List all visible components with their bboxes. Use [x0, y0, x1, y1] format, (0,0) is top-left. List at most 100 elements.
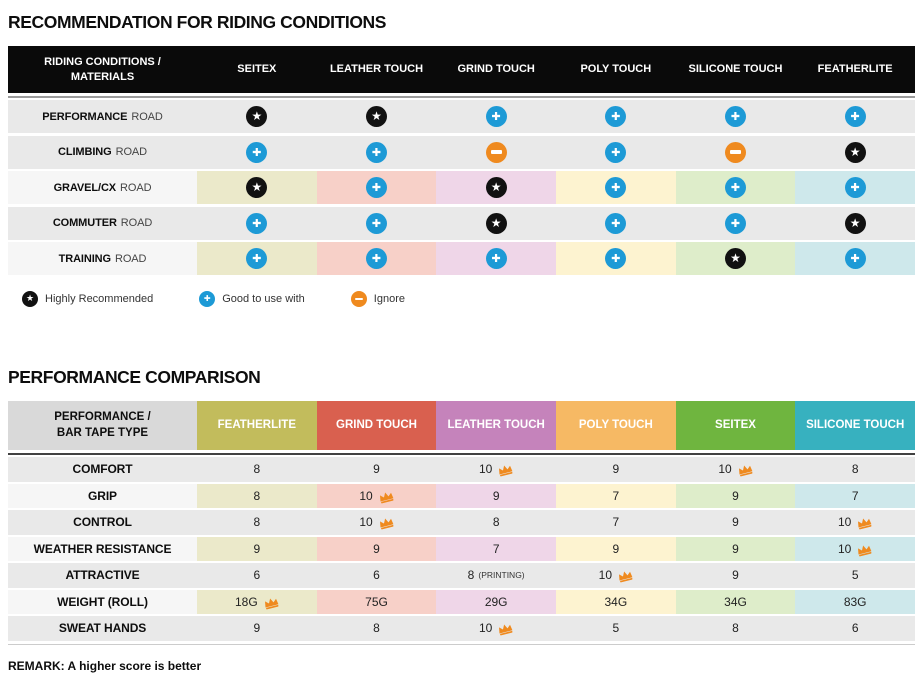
score-value: 5 [851, 568, 859, 583]
score-value: 9 [732, 488, 739, 503]
table-row-grip: GRIP 8 10 9 7 9 7 [8, 483, 915, 508]
score-value: 10 [478, 621, 493, 636]
row-label: PERFORMANCE ROAD [8, 100, 197, 133]
minus-icon [485, 141, 507, 163]
corner-line2: MATERIALS [70, 70, 135, 83]
score-value: 9 [732, 541, 739, 556]
score-value: 9 [612, 541, 620, 556]
score-value: 10 [359, 515, 373, 530]
column-header-leather-touch: LEATHER TOUCH [436, 401, 556, 450]
rating-cell [197, 171, 317, 204]
rating-cell [555, 171, 676, 204]
crown-icon [619, 571, 633, 583]
rating-cell [795, 171, 915, 204]
condition-name: PERFORMANCE [42, 110, 128, 123]
rating-cell [197, 100, 317, 133]
rating-cell [675, 135, 796, 169]
row-label: WEIGHT (ROLL) [8, 589, 197, 614]
rating-cell [316, 206, 437, 240]
table-row-weight-roll: WEIGHT (ROLL) 18G 75G 29G 34G 34G 83G [8, 589, 915, 614]
score-cell: 8 [197, 483, 317, 508]
score-cell: 10 [316, 510, 437, 535]
score-cell: 8 [197, 457, 317, 482]
table-row-sweat-hands: SWEAT HANDS 9 8 10 5 8 6 [8, 616, 915, 641]
rating-cell [436, 242, 556, 275]
score-value: 8 [492, 515, 500, 530]
performance-table-header: PERFORMANCE / BAR TAPE TYPE FEATHERLITE G… [8, 401, 915, 450]
score-value: 9 [253, 621, 261, 636]
score-cell: 10 [795, 510, 915, 535]
score-cell: 9 [675, 536, 796, 561]
score-value: 10 [837, 515, 852, 530]
crown-icon [499, 624, 513, 636]
score-note: (PRINTING) [478, 570, 525, 581]
score-value: 34G [604, 594, 628, 609]
metric-name: ATTRACTIVE [65, 568, 140, 583]
table-bottom-rule [8, 643, 915, 645]
row-label: COMMUTER ROAD [8, 206, 197, 240]
rating-cell [436, 135, 556, 169]
metric-name: WEIGHT (ROLL) [57, 594, 148, 609]
score-value: 6 [373, 568, 380, 583]
table-row-attractive: ATTRACTIVE 6 6 8 (PRINTING) 10 9 5 [8, 563, 915, 588]
score-value: 34G [724, 594, 747, 609]
score-value: 7 [492, 541, 500, 556]
metric-name: COMFORT [72, 462, 133, 477]
star-icon [844, 141, 866, 163]
plus-icon [724, 212, 746, 234]
score-cell: 29G [436, 589, 556, 614]
score-cell: 10 [436, 457, 556, 482]
column-header-poly-touch: POLY TOUCH [555, 401, 676, 450]
rating-cell [675, 206, 796, 240]
score-cell: 34G [675, 589, 796, 614]
rating-cell [555, 100, 676, 133]
header-separator [8, 453, 915, 455]
plus-icon [605, 177, 627, 198]
score-cell: 6 [795, 616, 915, 641]
rating-cell [316, 242, 437, 275]
legend-label: Highly Recommended [45, 293, 154, 305]
score-cell: 9 [316, 536, 437, 561]
score-cell: 10 [675, 457, 796, 482]
plus-icon [365, 248, 387, 269]
crown-icon [858, 545, 872, 557]
score-cell: 8 [795, 457, 915, 482]
score-value: 18G [234, 594, 258, 609]
plus-icon [844, 106, 866, 127]
riding-table-body: PERFORMANCEROADCLIMBINGROADGRAVEL/CXROAD… [8, 100, 915, 275]
crown-icon [379, 492, 394, 504]
table-row-training: TRAINING ROAD [8, 242, 915, 275]
rating-cell [555, 206, 676, 240]
header-separator [8, 96, 915, 98]
score-cell: 9 [675, 563, 796, 588]
rating-cell [675, 100, 796, 133]
rating-cell [316, 171, 437, 204]
plus-icon [365, 141, 387, 163]
legend-label: Good to use with [222, 293, 305, 305]
score-cell: 9 [436, 483, 556, 508]
score-cell: 18G [197, 589, 317, 614]
plus-icon [246, 141, 268, 163]
crown-icon [499, 465, 513, 477]
score-cell: 8 [675, 616, 796, 641]
score-cell: 5 [795, 563, 915, 588]
star-icon [485, 212, 507, 234]
rating-cell [555, 135, 676, 169]
performance-table-body: COMFORT 8 9 10 9 10 8 GRIP 8 10 9 7 9 7 CONTROL 8 10 8 7 9 1… [8, 457, 915, 641]
score-value: 83G [843, 594, 867, 609]
score-value: 9 [373, 462, 380, 477]
plus-icon [724, 177, 746, 198]
performance-table-corner-header: PERFORMANCE / BAR TAPE TYPE [8, 401, 197, 450]
row-label: SWEAT HANDS [8, 616, 197, 641]
score-value: 7 [612, 515, 620, 530]
score-cell: 75G [316, 589, 437, 614]
column-header-featherlite: FEATHERLITE [817, 63, 893, 76]
table-row-control: CONTROL 8 10 8 7 9 10 [8, 510, 915, 535]
rating-legend: Highly Recommended Good to use with Igno… [22, 291, 915, 307]
riding-table-header: RIDING CONDITIONS / MATERIALS SEITEX LEAT… [8, 46, 915, 93]
legend-label: Ignore [373, 293, 405, 305]
table-row-performance: PERFORMANCE ROAD [8, 100, 915, 133]
metric-name: SWEAT HANDS [58, 621, 147, 636]
plus-icon [246, 212, 268, 234]
